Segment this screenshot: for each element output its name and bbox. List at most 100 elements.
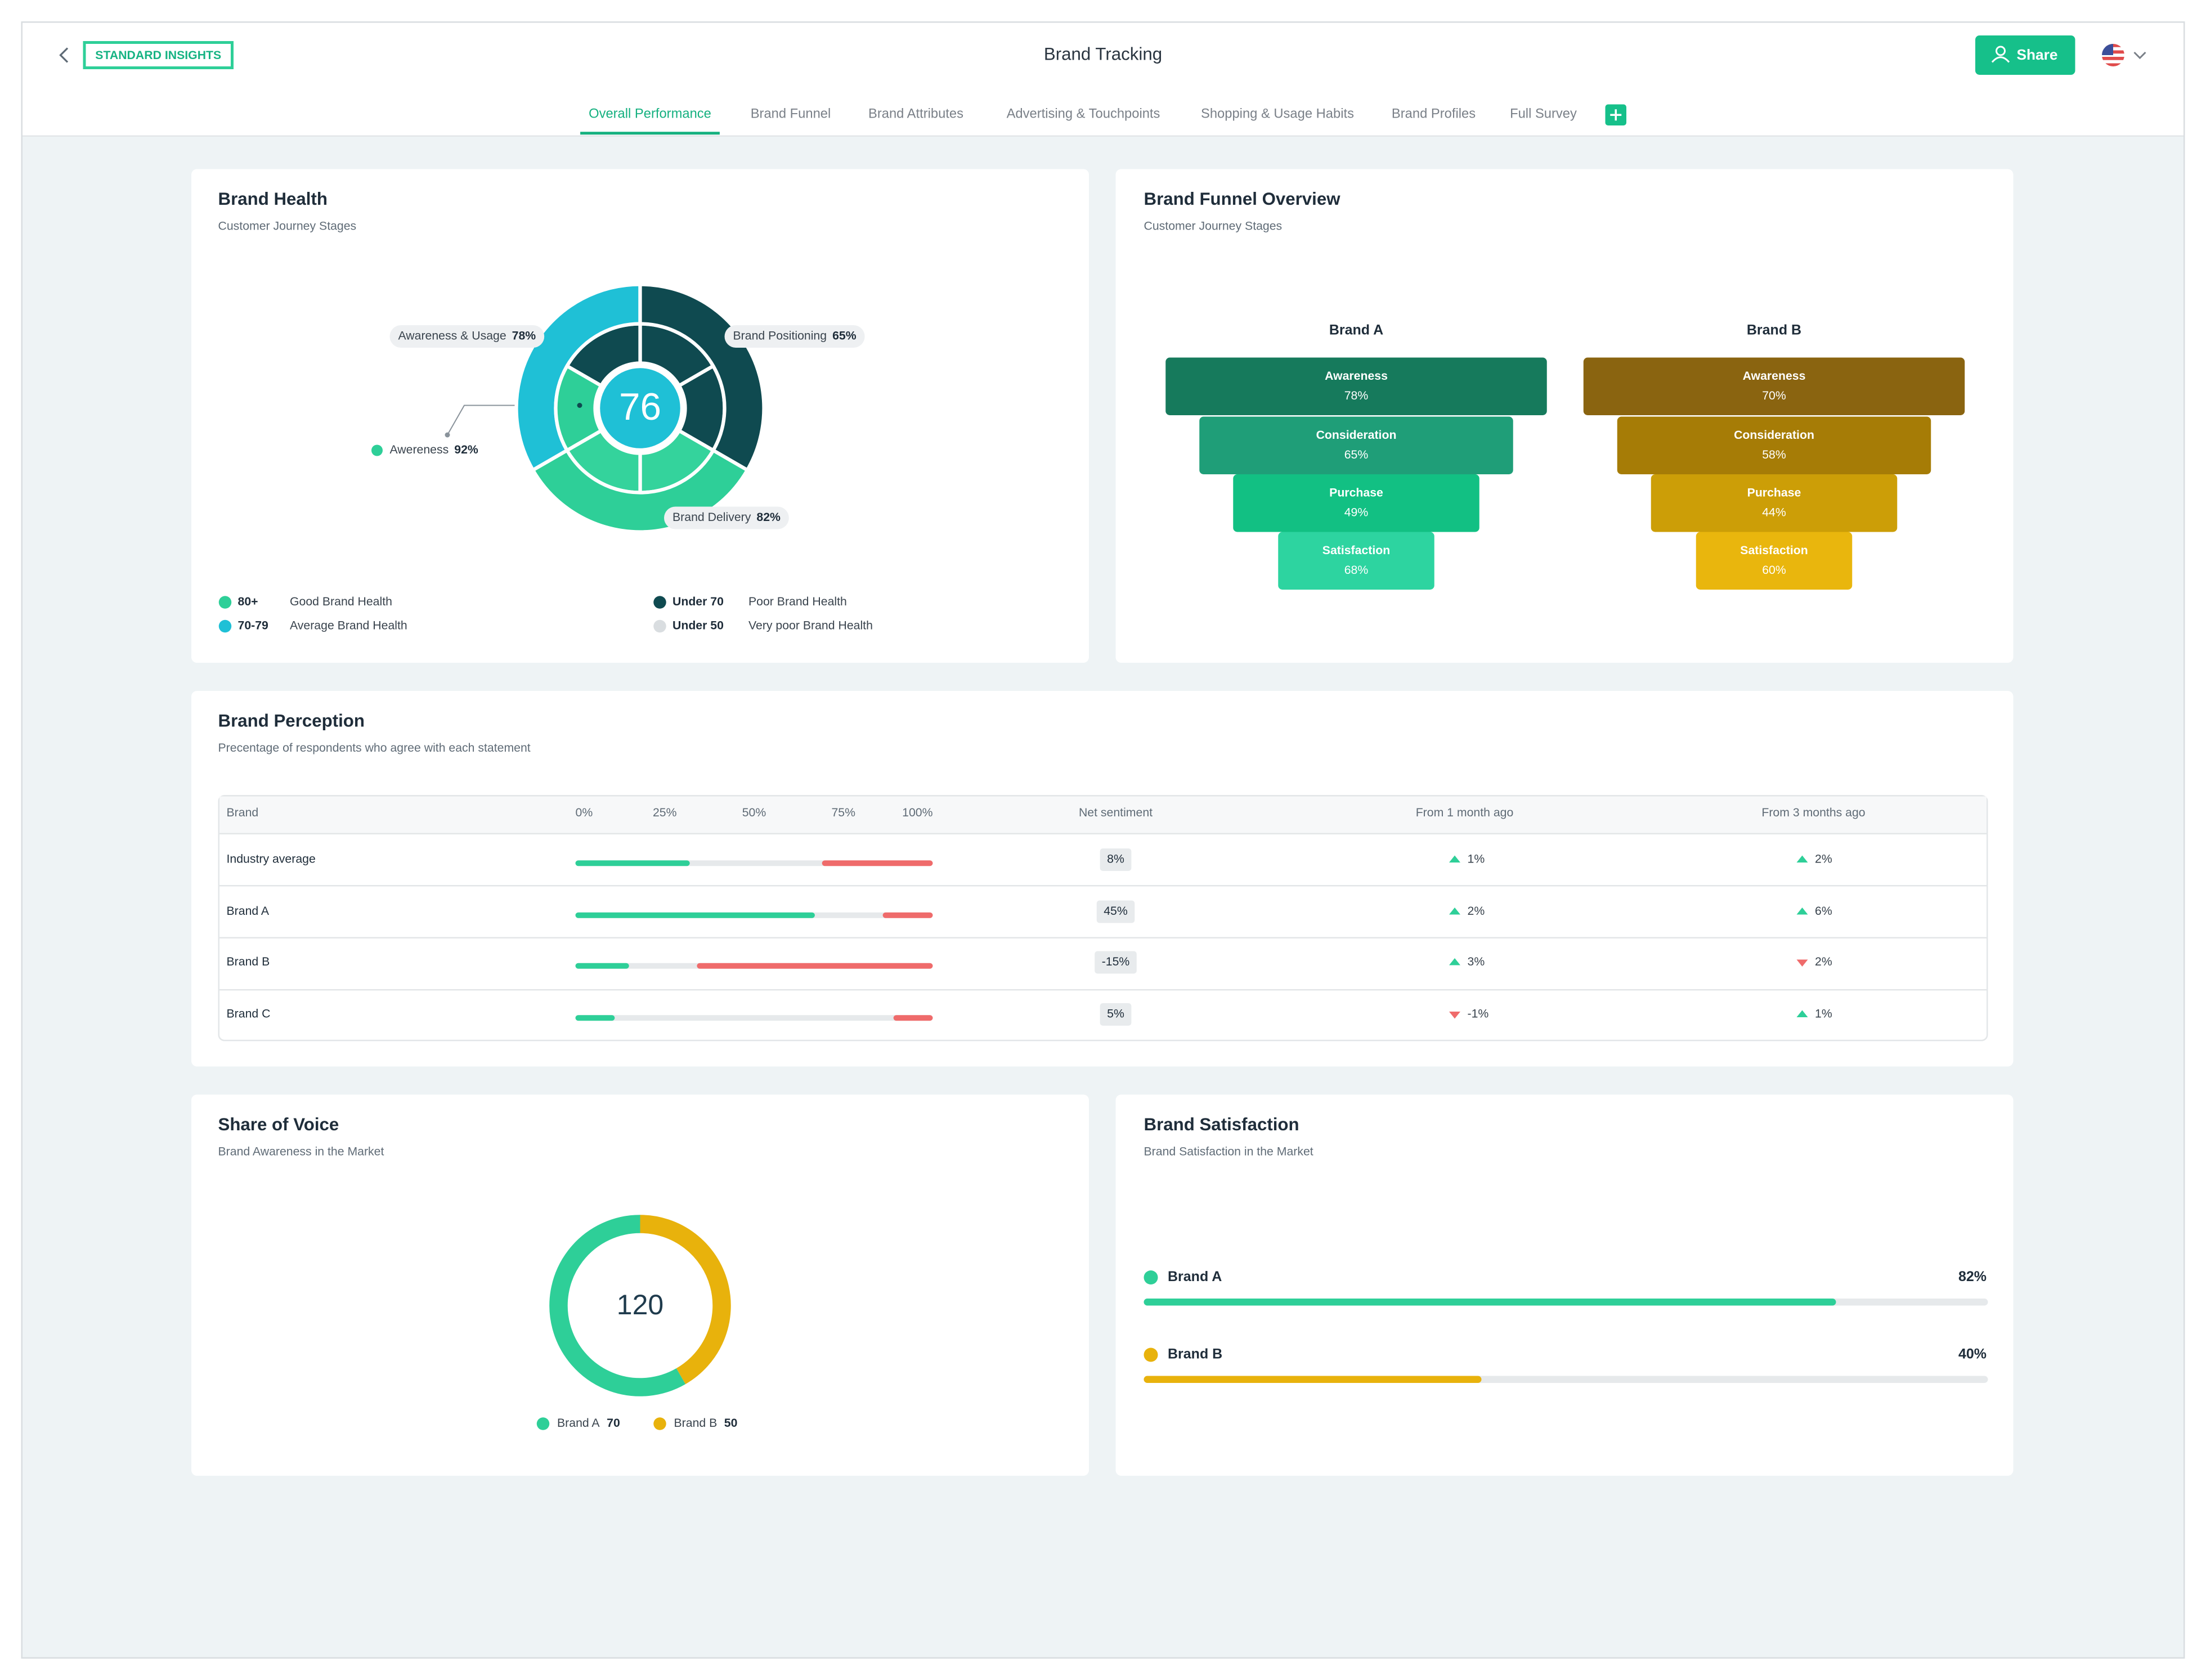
trend-value: 2% — [1468, 904, 1485, 918]
segment-name: Awereness — [390, 443, 449, 456]
card-subtitle: Brand Satisfaction in the Market — [1144, 1145, 1313, 1158]
negative-bar — [697, 963, 933, 969]
bar-track — [575, 1015, 933, 1021]
positive-bar — [575, 860, 690, 866]
segment-value: 65% — [832, 329, 857, 343]
legend-swatch — [218, 596, 232, 609]
tab[interactable]: Brand Profiles — [1392, 106, 1476, 121]
card-title: Brand Satisfaction — [1144, 1115, 1299, 1134]
dropdown-chevron — [2133, 51, 2146, 60]
tab-underline — [580, 132, 720, 135]
table-header — [219, 796, 1987, 833]
header — [23, 23, 2183, 136]
badge-box — [83, 41, 234, 70]
segment-value: 92% — [454, 443, 478, 456]
legend-swatch — [536, 1417, 550, 1430]
stage-name: Purchase — [1329, 486, 1383, 499]
funnel-stage — [1165, 357, 1547, 415]
row-brand: Brand C — [227, 1007, 271, 1021]
health-score: 76 — [619, 386, 661, 428]
positive-bar — [575, 912, 815, 918]
column-header: From 1 month ago — [1416, 806, 1514, 819]
net-sentiment: -15% — [1102, 955, 1130, 968]
share-button-bg — [1975, 35, 2075, 75]
segment-name: Awareness & Usage — [398, 329, 506, 343]
tab[interactable]: Shopping & Usage Habits — [1201, 106, 1354, 121]
net-sentiment: 5% — [1107, 1007, 1124, 1021]
funnel-stage — [1278, 532, 1434, 590]
language-selector[interactable] — [2102, 44, 2146, 67]
stage-name: Satisfaction — [1740, 543, 1808, 557]
legend-name: Brand B — [674, 1416, 718, 1430]
net-badge — [1100, 848, 1132, 871]
stage-value: 70% — [1762, 389, 1786, 402]
stage-name: Purchase — [1747, 486, 1801, 499]
funnel-stage — [1696, 532, 1853, 590]
back-button[interactable] — [59, 47, 69, 63]
card-title: Brand Health — [218, 189, 328, 209]
trend-arrow — [1796, 959, 1808, 967]
badge: STANDARD INSIGHTS — [95, 48, 221, 62]
trend-value: 2% — [1815, 852, 1832, 866]
stage-value: 60% — [1762, 563, 1786, 577]
stage-name: Consideration — [1316, 428, 1397, 442]
legend-text: Average Brand Health — [290, 619, 407, 632]
share-icon — [1991, 56, 2010, 63]
trend-value: 2% — [1815, 955, 1832, 968]
legend-swatch — [1144, 1270, 1158, 1284]
trend-arrow — [1449, 908, 1460, 915]
stage-value: 78% — [1344, 389, 1369, 402]
stage-value: 65% — [1344, 448, 1369, 461]
add-tab[interactable] — [1605, 104, 1627, 126]
legend-swatch — [653, 596, 666, 609]
card-subtitle: Customer Journey Stages — [218, 219, 357, 233]
trend-arrow — [1449, 1012, 1460, 1019]
trend-arrow — [1796, 1010, 1808, 1017]
legend-range: 70-79 — [238, 619, 269, 632]
scale-label: 100% — [902, 806, 932, 819]
trend-arrow — [1796, 908, 1808, 915]
legend-value: 50 — [724, 1416, 738, 1430]
segment-value: 82% — [756, 510, 781, 524]
donut-segment — [640, 1215, 731, 1385]
net-badge — [1095, 951, 1137, 974]
legend-range: Under 70 — [672, 595, 724, 608]
legend-swatch — [653, 1417, 666, 1430]
share-button[interactable]: Share — [1975, 35, 2075, 75]
trend-arrow — [1449, 958, 1460, 965]
negative-bar — [822, 860, 933, 866]
segment-name: Brand Delivery — [672, 510, 751, 524]
column-header: Net sentiment — [1079, 806, 1153, 819]
tab[interactable]: Advertising & Touchpoints — [1007, 106, 1160, 121]
tab[interactable]: Full Survey — [1510, 106, 1577, 121]
tab[interactable]: Brand Funnel — [751, 106, 831, 121]
trend-value: 3% — [1468, 955, 1485, 968]
column-header: Brand — [227, 806, 259, 819]
legend-text: Poor Brand Health — [748, 595, 847, 608]
trend-value: 6% — [1815, 904, 1832, 918]
scale-label: 75% — [831, 806, 855, 819]
legend-text: Good Brand Health — [290, 595, 392, 608]
negative-bar — [893, 1015, 933, 1021]
tab[interactable]: Brand Attributes — [868, 106, 963, 121]
funnel-brand: Brand B — [1747, 322, 1801, 338]
funnel-stage — [1199, 416, 1513, 474]
bar-value: 82% — [1958, 1269, 1987, 1284]
card — [191, 1094, 1089, 1476]
stage-value: 49% — [1344, 505, 1369, 519]
scale-label: 0% — [576, 806, 593, 819]
bar — [1144, 1376, 1482, 1383]
card-title: Brand Funnel Overview — [1144, 189, 1341, 209]
add-tab-icon — [1610, 109, 1622, 121]
column-header: From 3 months ago — [1761, 806, 1865, 819]
label-pill — [389, 325, 545, 348]
leader-dot — [445, 432, 450, 438]
donut-segment — [549, 1215, 686, 1396]
legend-swatch — [1144, 1347, 1158, 1362]
card-title: Share of Voice — [218, 1115, 339, 1134]
scale-label: 25% — [653, 806, 677, 819]
tab[interactable]: Overall Performance — [589, 106, 711, 121]
segment-value: 78% — [512, 329, 536, 343]
